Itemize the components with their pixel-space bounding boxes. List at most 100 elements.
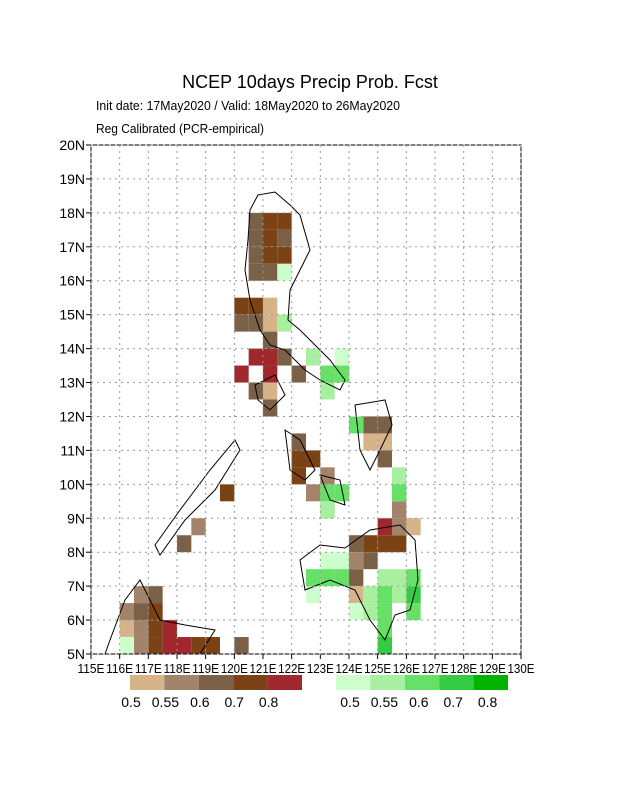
prob-cell [263, 331, 278, 349]
chart-title: NCEP 10days Precip Prob. Fcst [182, 72, 438, 92]
colorbar-box [267, 675, 302, 690]
prob-cell [334, 348, 349, 366]
coastline [104, 191, 419, 655]
prob-cell [406, 569, 421, 587]
prob-cell [334, 552, 349, 570]
prob-cell [334, 484, 349, 502]
prob-cell [320, 365, 335, 383]
prob-cell [148, 586, 163, 604]
y-tick-label: 15N [59, 307, 85, 323]
plot-frame [90, 144, 522, 655]
y-tick-label: 18N [59, 205, 85, 221]
prob-cell [248, 212, 263, 230]
x-tick-label: 122E [278, 661, 305, 676]
prob-cell [263, 263, 278, 281]
x-tick-label: 115E [78, 661, 105, 676]
colorbar-box [439, 675, 474, 690]
prob-cell [234, 365, 249, 383]
x-tick-label: 130E [508, 661, 535, 676]
x-tick-label: 117E [135, 661, 162, 676]
prob-cell [363, 535, 378, 553]
prob-cell [392, 501, 407, 519]
x-tick-label: 121E [250, 661, 277, 676]
prob-cell [148, 620, 163, 638]
x-tick-label: 118E [164, 661, 191, 676]
prob-cell [306, 586, 321, 604]
prob-cell [234, 297, 249, 315]
prob-cell [277, 229, 292, 247]
colorbar-label: 0.55 [371, 694, 398, 710]
prob-cell [263, 297, 278, 315]
y-tick-label: 7N [67, 578, 85, 594]
prob-cell [349, 569, 364, 587]
colorbar-box [233, 675, 268, 690]
prob-cell [263, 212, 278, 230]
prob-cell [363, 603, 378, 621]
y-tick-label: 19N [59, 171, 85, 187]
prob-cell [191, 518, 206, 536]
x-tick-label: 126E [393, 661, 420, 676]
prob-cell [306, 484, 321, 502]
prob-cell [406, 586, 421, 604]
prob-cell [263, 365, 278, 383]
prob-cell [291, 365, 306, 383]
y-tick-label: 11N [60, 442, 85, 458]
prob-cell [234, 637, 249, 654]
x-tick-label: 119E [192, 661, 219, 676]
prob-cell [349, 603, 364, 621]
prob-cell [377, 518, 392, 536]
prob-cell [177, 535, 192, 553]
prob-cell [148, 637, 163, 654]
colorbar-box [336, 675, 371, 690]
prob-cell [263, 399, 278, 417]
y-tick-label: 8N [67, 544, 85, 560]
prob-cell [306, 569, 321, 587]
prob-cell [406, 603, 421, 621]
y-tick-label: 9N [67, 510, 85, 526]
colorbar-box [198, 675, 234, 690]
prob-cell [334, 569, 349, 587]
x-tick-label: 129E [479, 661, 506, 676]
colorbar-label: 0.6 [190, 694, 210, 710]
prob-cell [162, 637, 177, 654]
prob-cell [277, 212, 292, 230]
prob-cell [392, 518, 407, 536]
colorbar-label: 0.5 [121, 694, 141, 710]
colorbar-box [473, 675, 508, 690]
prob-cell [392, 484, 407, 502]
prob-cell [119, 637, 134, 654]
colorbar-box [370, 675, 405, 690]
y-tick-label: 10N [59, 476, 85, 492]
colorbar-label: 0.8 [259, 694, 279, 710]
y-tick-label: 5N [67, 646, 85, 662]
prob-cell [291, 433, 306, 451]
prob-cell [377, 637, 392, 654]
prob-cell [134, 586, 149, 604]
chart-subtitle: Reg Calibrated (PCR-empirical) [96, 121, 264, 136]
colorbar-box [130, 675, 165, 690]
x-tick-label: 128E [450, 661, 477, 676]
prob-cell [377, 450, 392, 468]
prob-cell [377, 416, 392, 434]
prob-cell [277, 314, 292, 332]
prob-cell [248, 229, 263, 247]
x-tick-label: 125E [364, 661, 391, 676]
prob-cell [377, 433, 392, 451]
prob-cell [263, 348, 278, 366]
x-tick-label: 127E [422, 661, 449, 676]
prob-cell [263, 382, 278, 400]
prob-cell [320, 552, 335, 570]
prob-cell [320, 569, 335, 587]
colorbar-label: 0.7 [443, 694, 463, 710]
prob-cell [263, 314, 278, 332]
y-tick-label: 14N [59, 341, 85, 357]
prob-cell [306, 348, 321, 366]
prob-cell [320, 382, 335, 400]
prob-cell [349, 535, 364, 553]
colorbar-box [404, 675, 440, 690]
y-tick-label: 6N [67, 612, 85, 628]
y-tick-label: 17N [59, 239, 85, 255]
chart-subtitle: Init date: 17May2020 / Valid: 18May2020 … [96, 98, 400, 113]
prob-cell [377, 535, 392, 553]
prob-cell [162, 620, 177, 638]
